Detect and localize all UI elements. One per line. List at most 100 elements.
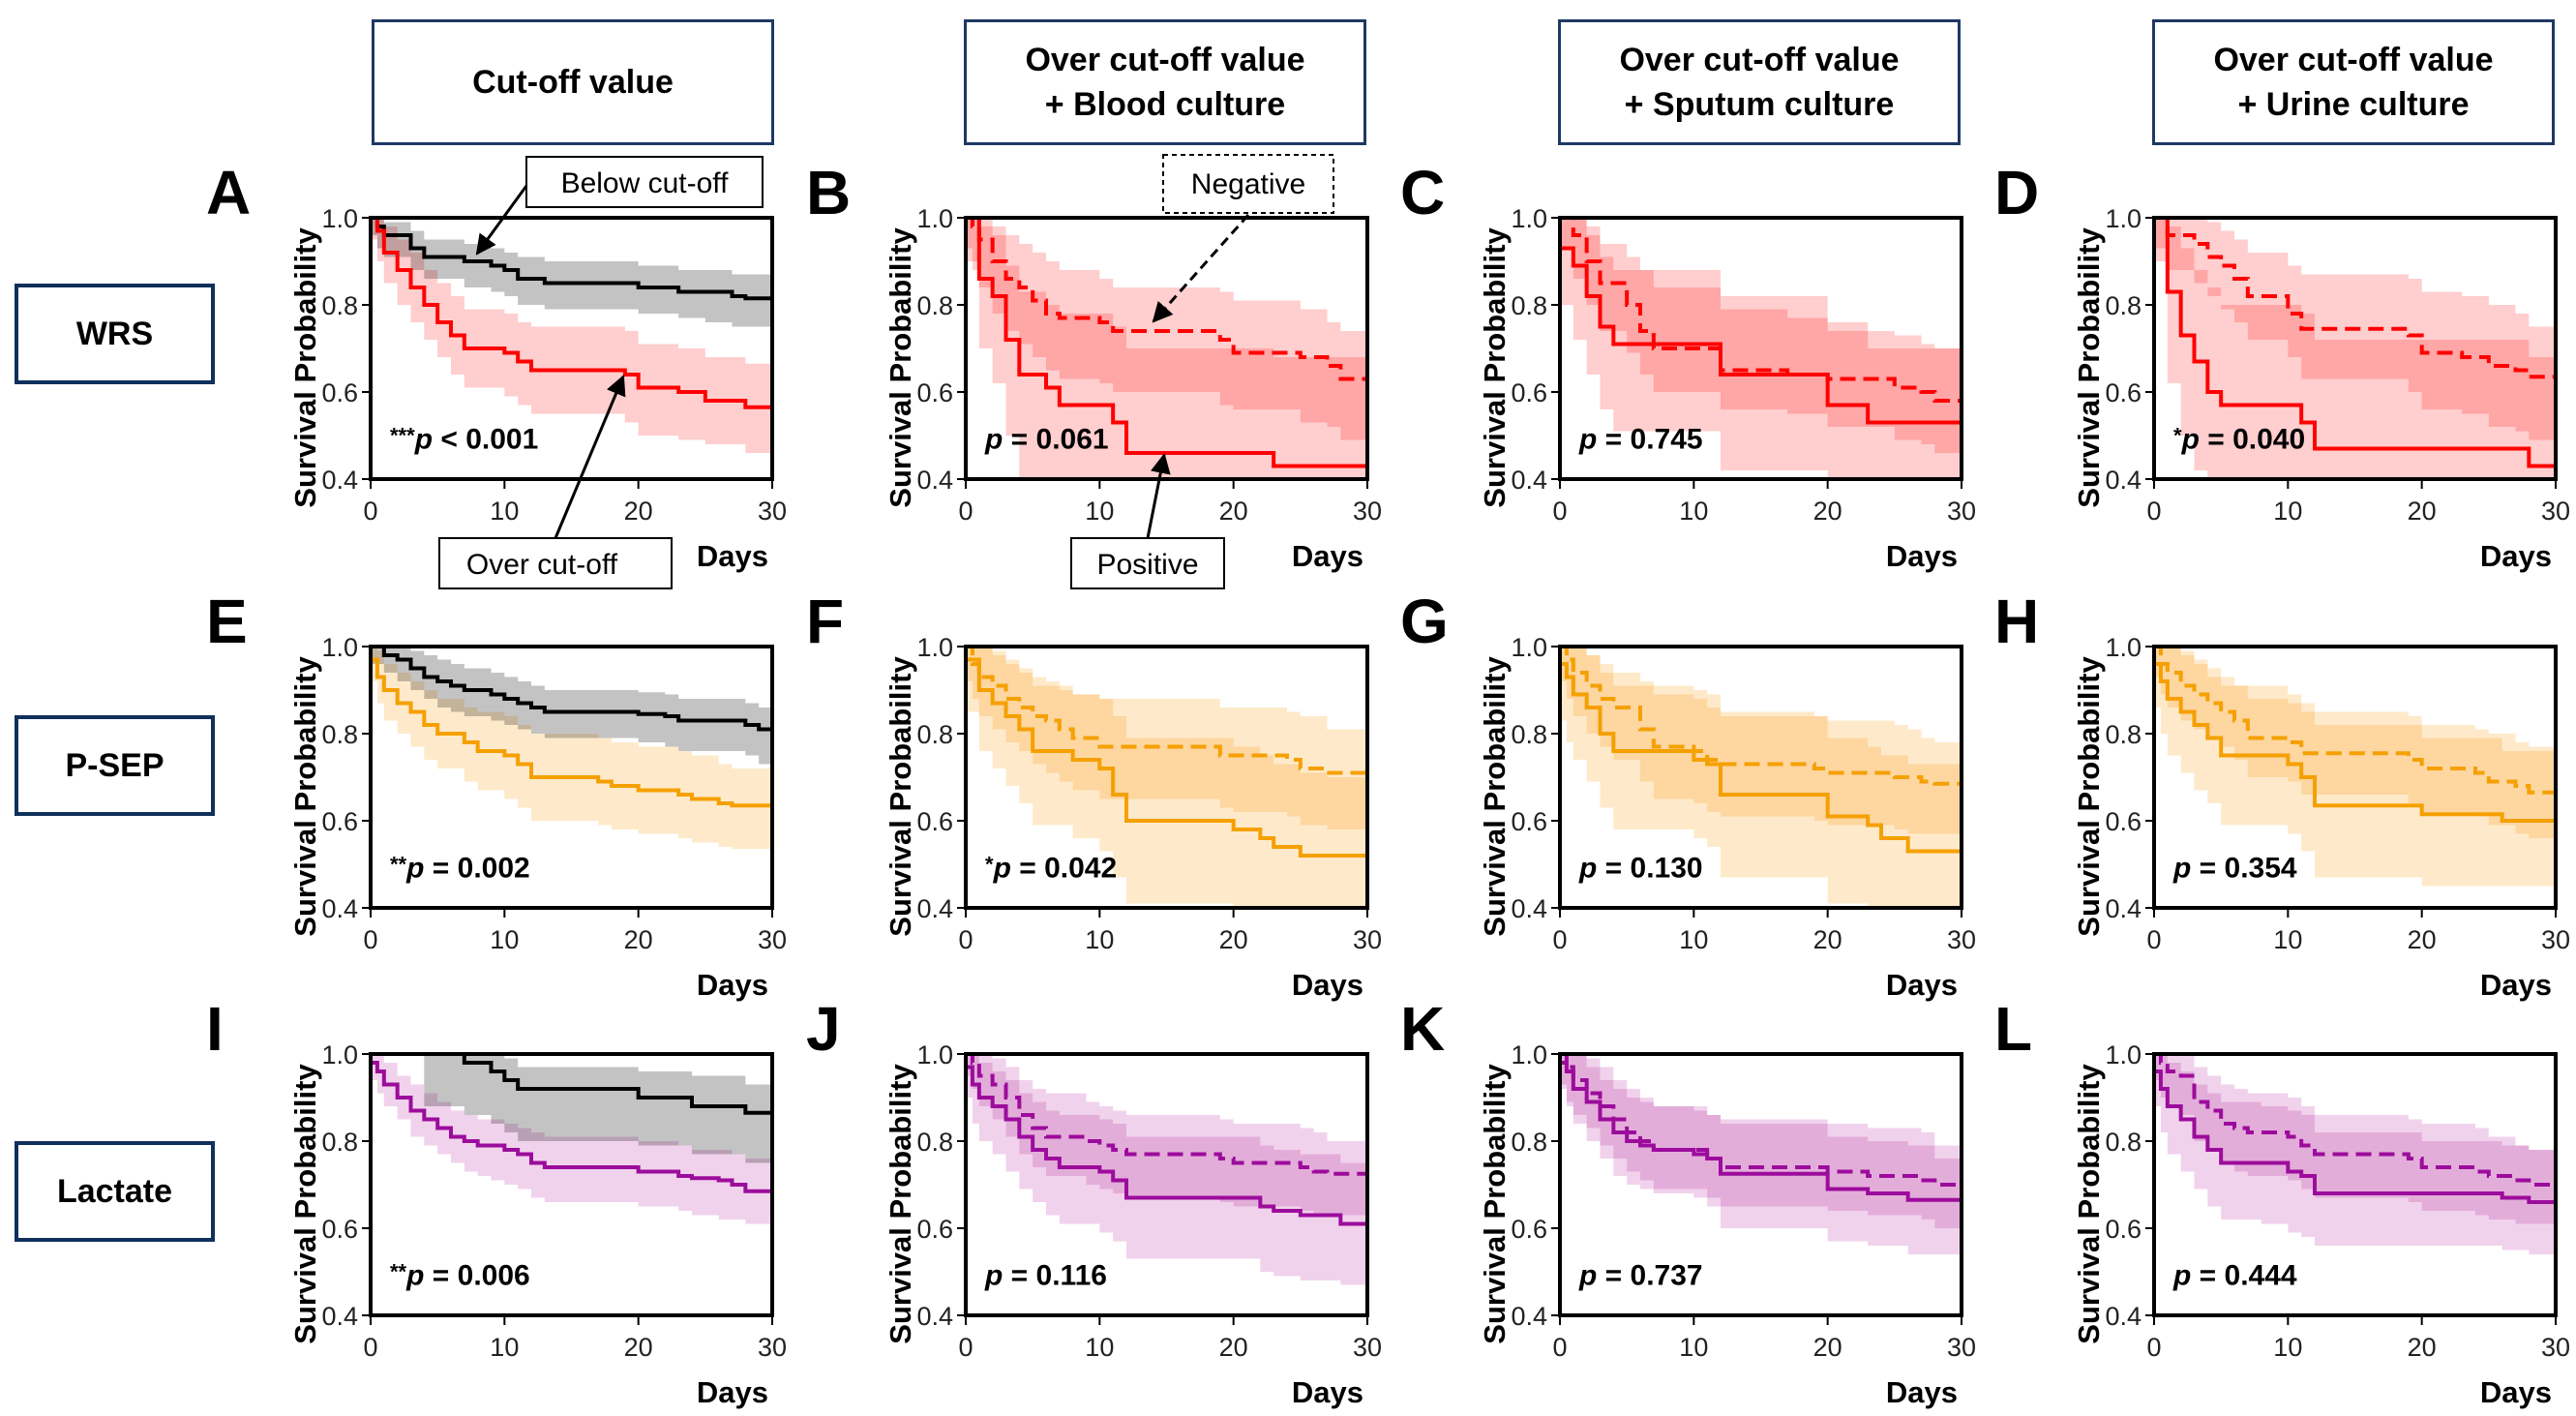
x-tick-label: 20: [624, 1333, 653, 1362]
p-value-label: p = 0.745: [1578, 424, 1703, 456]
plot-frame: [1558, 645, 1963, 910]
x-axis-label: Days: [697, 1375, 768, 1409]
x-tick-label: 10: [1679, 497, 1708, 526]
survival-curve-solid-1: [966, 218, 1367, 468]
panel-G: G 0.4 0.6 0.8 1.0 0 10 20 30 Survival Probability…: [1400, 587, 1976, 1002]
survival-curve-dashed-0: [1560, 1054, 1962, 1187]
ci-band-1: [1560, 1054, 1962, 1254]
x-tick-label: 20: [1813, 925, 1842, 954]
survival-curve-solid-1: [966, 1065, 1367, 1228]
x-tick-label: 10: [490, 925, 519, 954]
x-tick-label: 20: [1219, 497, 1248, 526]
panel-letter: A: [206, 158, 251, 227]
p-value-label: **p = 0.002: [390, 853, 530, 885]
y-tick-label: 0.8: [1511, 291, 1547, 320]
x-tick-label: 10: [490, 497, 519, 526]
x-tick-label: 0: [1552, 1333, 1567, 1362]
survival-curve-solid-1: [2154, 1070, 2556, 1204]
plot-frame: [2152, 216, 2558, 481]
y-axis-label: Survival Probability: [884, 227, 917, 508]
ci-band-0: [371, 647, 772, 765]
panel-K: K 0.4 0.6 0.8 1.0 0 10 20 30 Survival Probability…: [1400, 994, 1976, 1409]
x-axis-label: Days: [1292, 1375, 1363, 1409]
y-tick-label: 0.8: [321, 1128, 358, 1157]
y-tick-label: 0.6: [321, 1215, 358, 1244]
y-tick-label: 1.0: [321, 633, 358, 662]
x-tick-label: 10: [1679, 925, 1708, 954]
row-label-psep: P-SEP: [15, 715, 215, 816]
x-axis-label: Days: [2480, 1375, 2552, 1409]
plot-frame: [964, 645, 1369, 910]
x-tick-label: 20: [2408, 925, 2437, 954]
x-tick-label: 10: [2273, 1333, 2302, 1362]
y-axis-label: Survival Probability: [288, 227, 322, 508]
x-tick-label: 10: [1085, 497, 1114, 526]
y-tick-label: 0.8: [321, 720, 358, 749]
survival-curve-dashed-0: [1560, 218, 1962, 403]
p-value-label: **p = 0.006: [390, 1260, 530, 1292]
survival-curve-solid-1: [966, 657, 1367, 858]
positive-arrow: [1146, 452, 1171, 539]
survival-curve-dashed-0: [966, 647, 1367, 775]
y-tick-label: 0.6: [321, 378, 358, 407]
panel-letter: J: [806, 994, 841, 1064]
panel-letter: L: [1994, 994, 2032, 1064]
x-tick-label: 0: [958, 1333, 973, 1362]
x-tick-label: 10: [1679, 1333, 1708, 1362]
x-tick-label: 0: [2146, 925, 2161, 954]
over-cutoff-label: Over cut-off: [466, 549, 618, 581]
x-tick-label: 20: [1219, 925, 1248, 954]
x-axis-label: Days: [1886, 1375, 1958, 1409]
y-tick-label: 0.4: [2105, 466, 2142, 495]
y-axis-label: Survival Probability: [2072, 227, 2106, 508]
panel-I: I 0.4 0.6 0.8 1.0 0 10 20 30 Survival Probability…: [206, 994, 787, 1409]
plot-area: [1560, 1054, 1962, 1254]
plot-area: [371, 647, 772, 850]
y-axis-label: Survival Probability: [2072, 1064, 2106, 1344]
survival-curve-solid-0: [371, 218, 772, 301]
y-axis-label: Survival Probability: [884, 1064, 917, 1344]
ci-band-1: [2154, 218, 2556, 479]
survival-curve-solid-1: [371, 218, 772, 409]
plot-area: [1560, 218, 1962, 479]
panel-A: A 0.4 0.6 0.8 1.0 0 10 20 30 Survival Probability…: [206, 158, 787, 573]
y-tick-label: 0.8: [2105, 291, 2142, 320]
y-tick-label: 0.4: [2105, 1302, 2142, 1331]
survival-curve-solid-1: [371, 1061, 772, 1193]
y-tick-label: 0.4: [2105, 894, 2142, 923]
y-tick-label: 0.6: [2105, 807, 2142, 836]
y-tick-label: 0.4: [1511, 1302, 1547, 1331]
x-axis-label: Days: [1292, 968, 1363, 1002]
x-axis-label: Days: [2480, 968, 2552, 1002]
below-cutoff-label-box: [525, 156, 764, 208]
x-tick-label: 30: [1353, 1333, 1382, 1362]
negative-arrow: [1152, 214, 1250, 323]
y-tick-label: 0.6: [321, 807, 358, 836]
plot-area: [966, 647, 1367, 908]
p-value-label: p = 0.130: [1578, 853, 1703, 885]
x-tick-label: 30: [1353, 925, 1382, 954]
column-header-cutoff: Cut-off value: [372, 19, 774, 145]
survival-curve-solid-1: [1560, 662, 1962, 854]
panel-letter: D: [1994, 158, 2039, 227]
x-tick-label: 20: [1219, 1333, 1248, 1362]
x-tick-label: 0: [1552, 497, 1567, 526]
ci-band-1: [2154, 647, 2556, 887]
survival-curve-solid-1: [2154, 218, 2556, 468]
y-tick-label: 0.8: [321, 291, 358, 320]
survival-curve-dashed-0: [966, 1054, 1367, 1176]
x-tick-label: 20: [1813, 1333, 1842, 1362]
x-tick-label: 0: [2146, 497, 2161, 526]
x-tick-label: 30: [1947, 497, 1976, 526]
over-cutoff-arrow: [554, 375, 626, 539]
survival-curve-solid-1: [1560, 1061, 1962, 1202]
y-tick-label: 1.0: [916, 204, 953, 233]
y-tick-label: 1.0: [1511, 633, 1547, 662]
y-tick-label: 1.0: [2105, 1040, 2142, 1070]
row-label-lactate: Lactate: [15, 1141, 215, 1242]
ci-band-1: [966, 218, 1367, 479]
negative-label-box: [1162, 154, 1334, 214]
plot-area: [371, 1054, 772, 1224]
x-axis-label: Days: [697, 539, 768, 573]
